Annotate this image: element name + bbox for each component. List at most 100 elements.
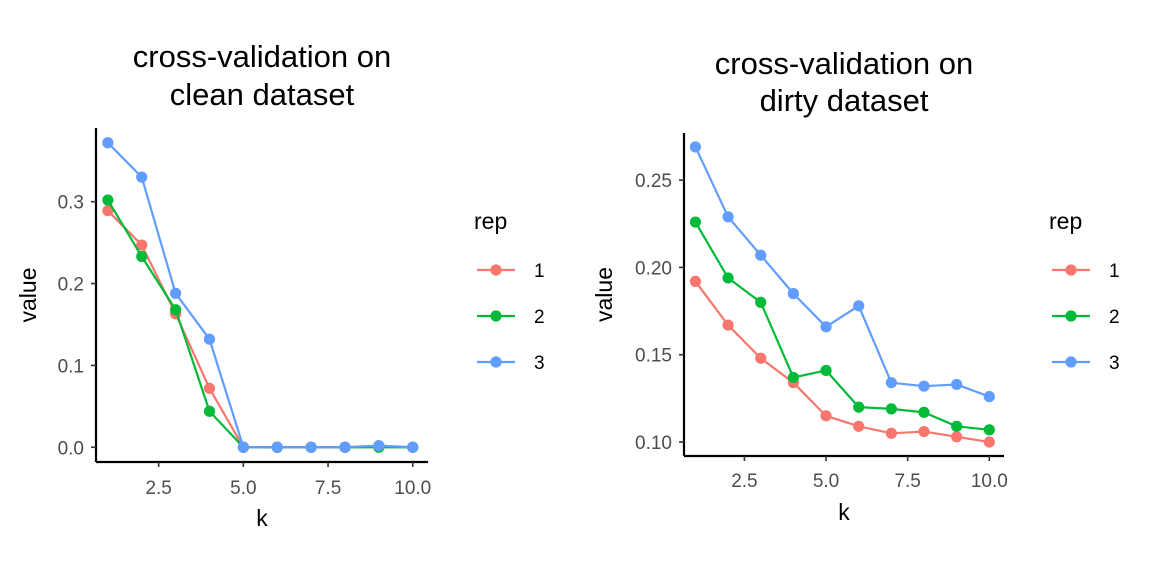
x-axis-title: k (838, 499, 850, 525)
y-tick-label: 0.2 (58, 275, 84, 296)
data-point (305, 441, 317, 453)
legend-key-point (490, 264, 502, 276)
data-point (373, 440, 385, 452)
chart-title-line-2: dirty dataset (760, 83, 929, 118)
x-tick-label: 10.0 (971, 471, 1008, 492)
data-point (951, 420, 963, 432)
x-tick-label: 5.0 (230, 478, 256, 499)
data-point (820, 321, 832, 333)
legend-title: rep (1049, 208, 1082, 234)
data-point (951, 378, 963, 391)
series-2 (689, 216, 995, 436)
data-point (853, 401, 865, 413)
x-tick-label: 7.5 (894, 471, 920, 492)
x-tick-label: 5.0 (813, 471, 839, 492)
data-point (820, 364, 832, 377)
data-point (820, 410, 832, 422)
legend-label: 3 (1109, 353, 1120, 374)
series-line-3 (107, 141, 413, 449)
data-point (689, 141, 702, 153)
data-point (170, 304, 182, 316)
x-tick-label: 2.5 (731, 471, 757, 492)
legend-label: 1 (534, 261, 545, 282)
legend-label: 1 (1109, 261, 1120, 282)
data-point (885, 403, 897, 415)
data-point (203, 405, 216, 417)
legend-key-3 (477, 356, 515, 368)
series-line-1 (694, 280, 990, 444)
data-point (918, 425, 930, 438)
legend-key-2 (1052, 310, 1090, 322)
y-tick-label: 0.15 (635, 346, 672, 367)
data-point (885, 377, 897, 389)
y-tick-label: 0.0 (58, 438, 84, 459)
chart-title-line-1: cross-validation on (715, 46, 973, 81)
data-point (787, 371, 799, 384)
legend-label: 2 (1109, 307, 1120, 328)
y-tick-label: 0.1 (58, 356, 84, 377)
legend-title: rep (474, 208, 507, 234)
x-tick-label: 7.5 (315, 478, 341, 499)
legend-key-1 (1052, 264, 1090, 276)
data-point (407, 441, 419, 453)
data-point (102, 205, 114, 217)
chart-title-line-2: clean dataset (170, 77, 355, 112)
data-point (755, 249, 767, 261)
data-point (170, 287, 182, 299)
legend-key-point (1065, 356, 1077, 368)
series-3 (689, 141, 995, 403)
data-point (136, 239, 148, 251)
legend-key-point (1065, 310, 1077, 322)
data-point (755, 296, 767, 308)
y-tick-label: 0.3 (58, 193, 84, 214)
data-point (918, 406, 930, 418)
y-axis-title: value (15, 268, 41, 323)
legend-key-point (490, 310, 502, 322)
x-tick-label: 2.5 (145, 478, 171, 499)
data-point (203, 382, 216, 394)
data-point (853, 420, 865, 432)
data-point (689, 275, 702, 288)
legend-key-point (1065, 264, 1077, 276)
legend-key-2 (477, 310, 515, 322)
data-point (136, 171, 148, 183)
data-point (722, 272, 734, 284)
series-line-2 (694, 221, 990, 431)
data-point (787, 288, 799, 300)
legend-label: 3 (534, 353, 545, 374)
data-point (136, 250, 148, 263)
legend-key-3 (1052, 356, 1090, 368)
data-point (755, 352, 767, 364)
x-tick-label: 10.0 (394, 478, 431, 499)
data-point (918, 380, 930, 392)
data-point (339, 441, 351, 453)
data-point (689, 216, 702, 228)
data-point (951, 431, 963, 443)
y-tick-label: 0.20 (635, 258, 672, 279)
series-line-3 (694, 146, 990, 398)
series-3 (102, 137, 419, 453)
data-point (102, 137, 114, 149)
legend-label: 2 (534, 307, 545, 328)
data-point (271, 441, 283, 453)
legend-key-1 (477, 264, 515, 276)
data-point (722, 319, 734, 331)
data-point (983, 424, 995, 436)
data-point (203, 333, 216, 345)
data-point (885, 427, 897, 439)
y-axis-title: value (591, 267, 617, 322)
legend-key-point (490, 356, 502, 368)
data-point (983, 391, 995, 403)
y-tick-label: 0.10 (635, 433, 672, 454)
data-point (237, 441, 249, 453)
data-point (722, 211, 734, 223)
x-axis-title: k (256, 505, 268, 531)
chart-title-line-1: cross-validation on (133, 39, 391, 74)
y-tick-label: 0.25 (635, 171, 672, 192)
data-point (102, 194, 114, 206)
data-point (853, 300, 865, 312)
data-point (983, 436, 995, 448)
